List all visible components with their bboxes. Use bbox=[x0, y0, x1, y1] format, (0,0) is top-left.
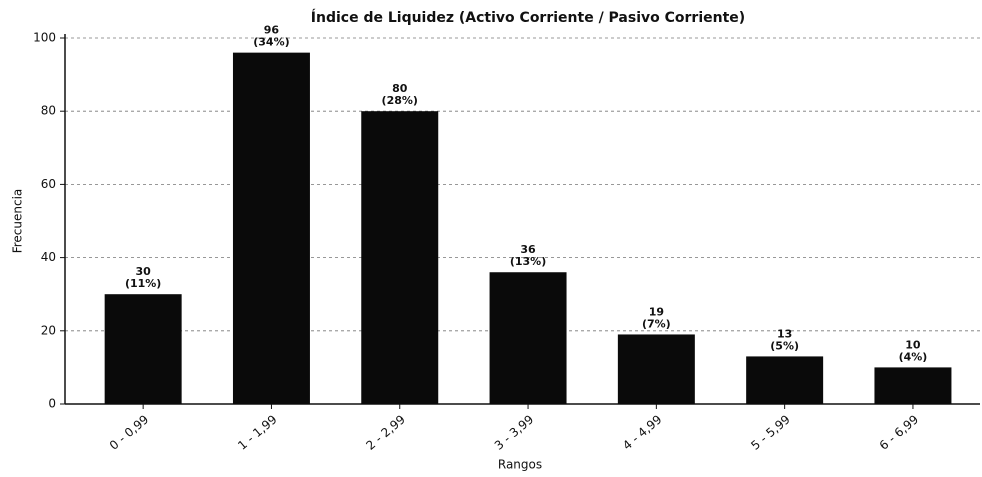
percent-label: (5%) bbox=[770, 339, 799, 352]
percent-label: (7%) bbox=[642, 317, 671, 330]
y-tick-label: 60 bbox=[41, 177, 56, 191]
value-label: 13 bbox=[777, 327, 792, 340]
value-label: 19 bbox=[649, 305, 664, 318]
percent-label: (28%) bbox=[382, 94, 418, 107]
x-axis-label: Rangos bbox=[498, 458, 542, 472]
x-tick-label: 2 - 2,99 bbox=[363, 412, 407, 452]
value-label: 36 bbox=[520, 243, 536, 256]
bar bbox=[617, 334, 695, 404]
x-tick-label: 0 - 0,99 bbox=[107, 412, 151, 452]
percent-label: (11%) bbox=[125, 277, 161, 290]
y-tick-label: 0 bbox=[48, 397, 56, 411]
bar bbox=[746, 356, 824, 404]
x-tick-label: 6 - 6,99 bbox=[877, 412, 921, 452]
y-tick-label: 100 bbox=[33, 31, 56, 45]
y-axis-label: Frecuencia bbox=[11, 189, 25, 254]
value-label: 10 bbox=[905, 338, 921, 351]
value-label: 96 bbox=[264, 24, 280, 37]
y-tick-label: 40 bbox=[41, 250, 56, 264]
bar bbox=[874, 367, 952, 404]
chart-title: Índice de Liquidez (Activo Corriente / P… bbox=[311, 9, 745, 26]
bar bbox=[232, 52, 310, 404]
percent-label: (13%) bbox=[510, 255, 546, 268]
x-tick-label: 4 - 4,99 bbox=[620, 412, 664, 452]
x-tick-label: 5 - 5,99 bbox=[748, 412, 792, 452]
bar bbox=[104, 294, 182, 404]
value-label: 30 bbox=[135, 265, 151, 278]
bar bbox=[489, 272, 567, 404]
bar bbox=[361, 111, 439, 404]
value-label: 80 bbox=[392, 82, 408, 95]
y-tick-label: 20 bbox=[41, 323, 56, 337]
percent-label: (34%) bbox=[253, 36, 289, 49]
x-tick-label: 3 - 3,99 bbox=[492, 412, 536, 452]
percent-label: (4%) bbox=[899, 350, 928, 363]
x-tick-label: 1 - 1,99 bbox=[235, 412, 279, 452]
y-tick-label: 80 bbox=[41, 104, 56, 118]
